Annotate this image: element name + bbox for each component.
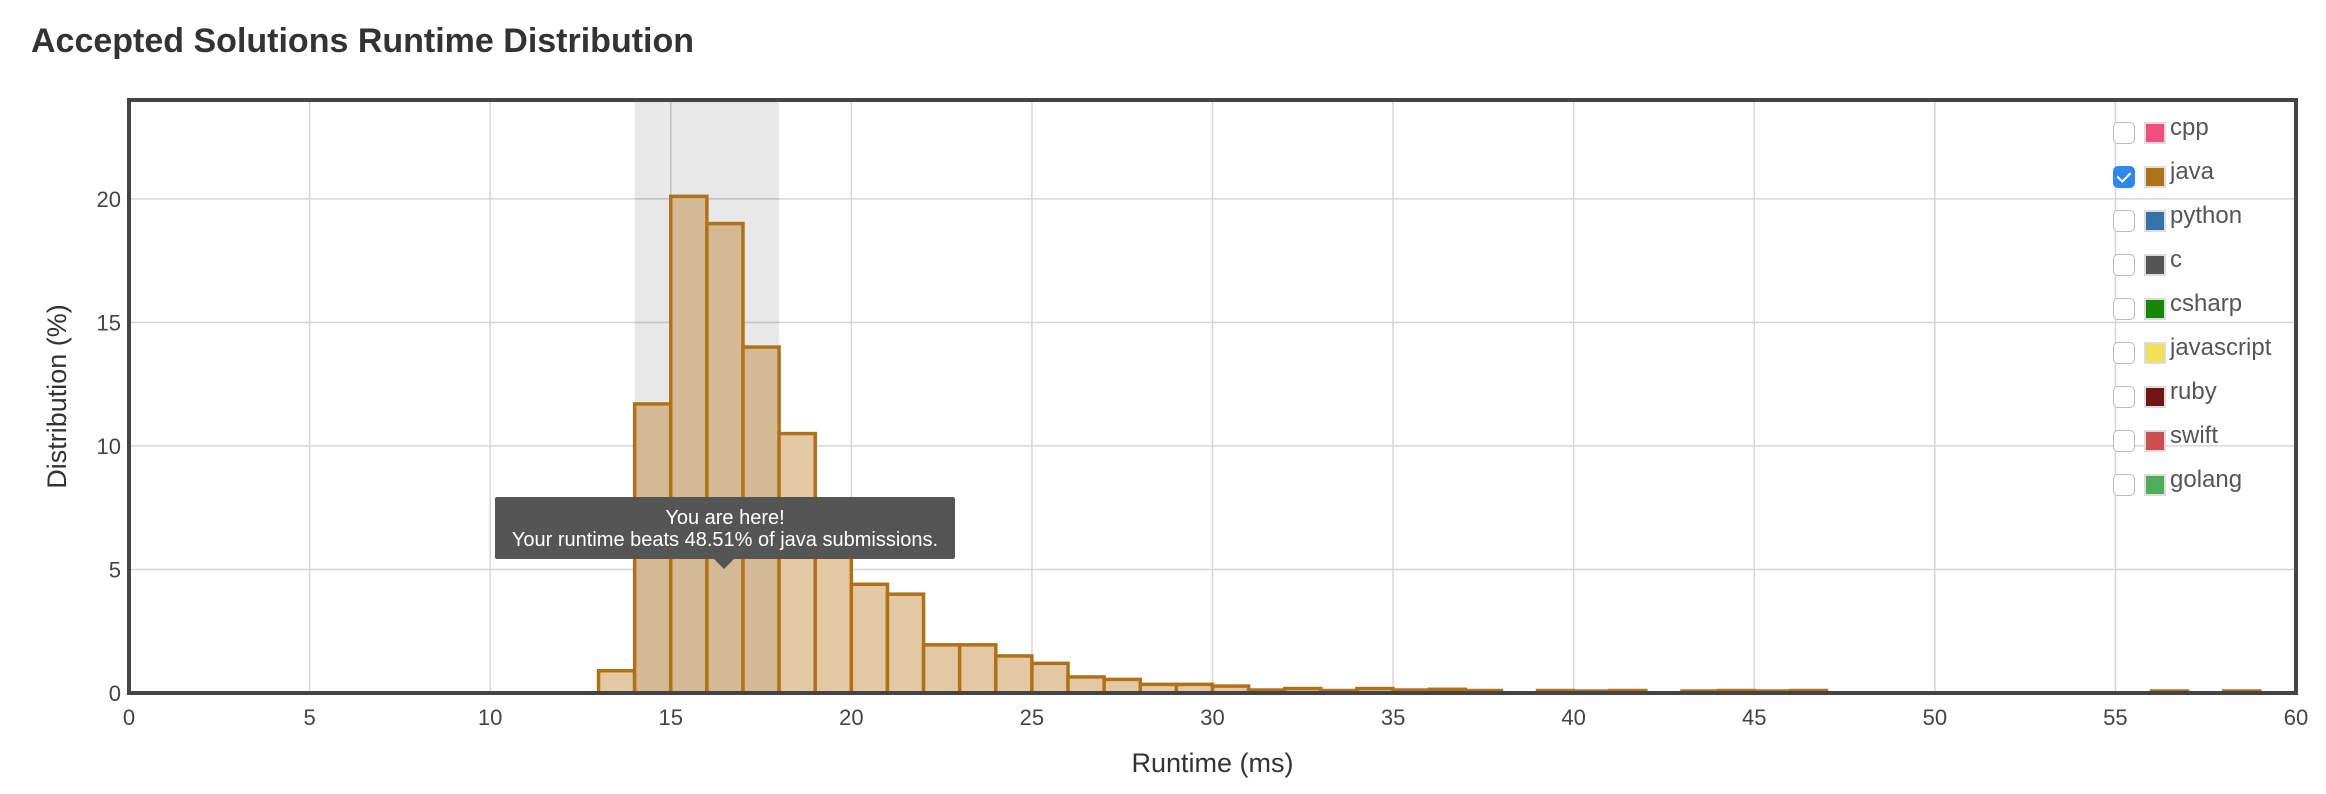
- page-title: Accepted Solutions Runtime Distribution: [31, 22, 695, 60]
- legend-item-golang[interactable]: golang: [2113, 464, 2271, 508]
- x-tick-label: 5: [303, 705, 315, 730]
- y-axis-title: Distribution (%): [42, 304, 72, 489]
- legend-checkbox[interactable]: [2113, 430, 2135, 452]
- legend-label: swift: [2170, 422, 2218, 449]
- legend-item-swift[interactable]: swift: [2113, 420, 2271, 464]
- x-tick-label: 15: [659, 705, 683, 730]
- legend-item-c[interactable]: c: [2113, 244, 2271, 288]
- legend-checkbox[interactable]: [2113, 386, 2135, 408]
- grid: [128, 100, 2297, 694]
- legend-item-cpp[interactable]: cpp: [2113, 112, 2271, 156]
- legend-color-swatch: [2144, 474, 2166, 496]
- legend-color-swatch: [2144, 166, 2166, 188]
- tooltip-arrow: [714, 559, 734, 569]
- histogram-bar[interactable]: [885, 592, 926, 695]
- legend-color-swatch: [2144, 298, 2166, 320]
- language-legend: cpp java python c csharp javascript ruby swift g…: [2113, 112, 2271, 508]
- x-tick-label: 55: [2103, 705, 2127, 730]
- y-tick-label: 5: [109, 557, 121, 582]
- histogram-bar[interactable]: [777, 431, 817, 695]
- legend-checkbox[interactable]: [2113, 210, 2135, 232]
- legend-label: python: [2170, 202, 2243, 229]
- legend-checkbox[interactable]: [2113, 166, 2135, 188]
- x-axis-title: Runtime (ms): [1131, 748, 1293, 778]
- legend-checkbox[interactable]: [2113, 474, 2135, 496]
- legend-label: java: [2170, 158, 2215, 185]
- y-tick-label: 0: [109, 681, 121, 706]
- legend-label: cpp: [2170, 114, 2209, 141]
- histogram-bar[interactable]: [1102, 677, 1143, 695]
- x-tick-label: 30: [1200, 705, 1224, 730]
- legend-color-swatch: [2144, 122, 2166, 144]
- x-tick-label: 50: [1923, 705, 1947, 730]
- x-axis-ticks: 0 5 10 15 20 25 30 35 40 45 50 55 60: [123, 705, 2308, 730]
- histogram-bar[interactable]: [705, 221, 745, 695]
- x-tick-label: 60: [2284, 705, 2308, 730]
- histogram-bar[interactable]: [849, 582, 890, 695]
- plot-frame: [127, 98, 2298, 695]
- legend-color-swatch: [2144, 210, 2166, 232]
- x-tick-label: 40: [1561, 705, 1585, 730]
- x-tick-label: 0: [123, 705, 135, 730]
- runtime-tooltip: You are here! Your runtime beats 48.51% …: [495, 497, 955, 569]
- legend-color-swatch: [2144, 386, 2166, 408]
- legend-label: golang: [2170, 466, 2243, 493]
- y-tick-label: 15: [97, 310, 121, 335]
- tooltip-message: Your runtime beats 48.51% of java submis…: [511, 529, 939, 551]
- x-tick-label: 20: [839, 705, 863, 730]
- histogram-bar[interactable]: [994, 654, 1034, 695]
- legend-label: csharp: [2170, 290, 2243, 317]
- legend-item-csharp[interactable]: csharp: [2113, 288, 2271, 332]
- tooltip-title: You are here!: [665, 507, 785, 529]
- legend-label: javascript: [2170, 334, 2272, 361]
- x-tick-label: 10: [478, 705, 502, 730]
- histogram-bar[interactable]: [1066, 675, 1106, 695]
- legend-label: ruby: [2170, 378, 2217, 405]
- histogram-bar[interactable]: [669, 194, 709, 695]
- x-tick-label: 35: [1381, 705, 1405, 730]
- bars: [596, 194, 2262, 695]
- legend-item-ruby[interactable]: ruby: [2113, 376, 2271, 420]
- legend-checkbox[interactable]: [2113, 122, 2135, 144]
- legend-item-java[interactable]: java: [2113, 156, 2271, 200]
- legend-label: c: [2170, 246, 2182, 273]
- legend-color-swatch: [2144, 430, 2166, 452]
- y-axis-ticks: 0 5 10 15 20: [97, 187, 121, 706]
- legend-item-python[interactable]: python: [2113, 200, 2271, 244]
- x-tick-label: 45: [1742, 705, 1766, 730]
- legend-item-javascript[interactable]: javascript: [2113, 332, 2271, 376]
- legend-checkbox[interactable]: [2113, 254, 2135, 276]
- y-tick-label: 20: [97, 187, 121, 212]
- histogram-bar[interactable]: [921, 643, 962, 695]
- histogram-bar[interactable]: [957, 643, 998, 695]
- legend-color-swatch: [2144, 254, 2166, 276]
- legend-checkbox[interactable]: [2113, 298, 2135, 320]
- histogram-bar[interactable]: [596, 669, 637, 695]
- legend-color-swatch: [2144, 342, 2166, 364]
- legend-checkbox[interactable]: [2113, 342, 2135, 364]
- x-tick-label: 25: [1020, 705, 1044, 730]
- y-tick-label: 10: [97, 434, 121, 459]
- histogram-bar[interactable]: [1030, 661, 1070, 695]
